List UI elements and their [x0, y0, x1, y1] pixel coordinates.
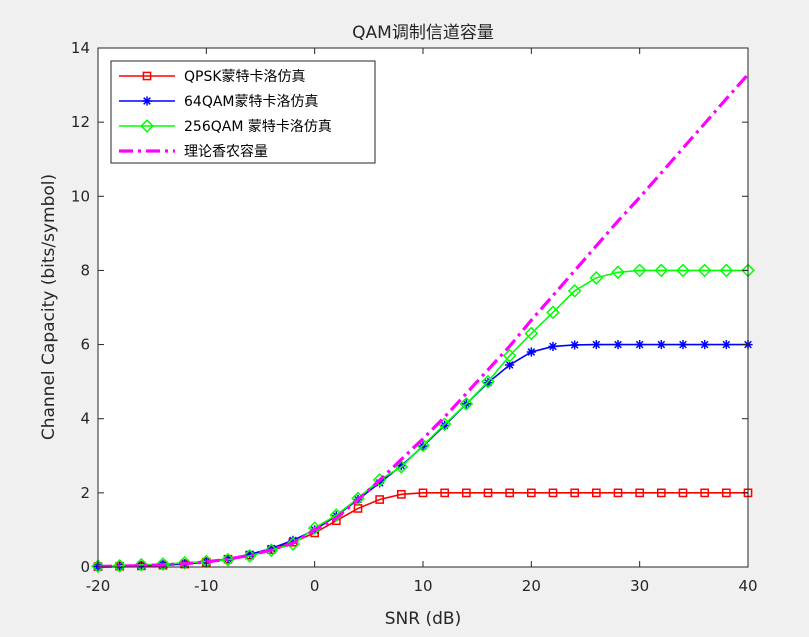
legend-item-0: QPSK蒙特卡洛仿真	[119, 69, 306, 85]
legend-marker-1	[142, 96, 152, 106]
data-point-0-29	[721, 488, 731, 498]
data-point-1-20	[526, 347, 536, 357]
data-point-2-22	[567, 283, 582, 298]
data-point-0-25	[635, 488, 645, 498]
y-tick-label-0: 0	[80, 558, 90, 576]
data-point-0-26	[656, 488, 666, 498]
data-point-0-16	[440, 488, 450, 498]
data-point-0-14	[396, 489, 406, 499]
legend-label-2: 256QAM 蒙特卡洛仿真	[184, 119, 332, 135]
data-point-1-21	[548, 341, 558, 352]
data-point-1-22	[570, 340, 580, 350]
data-point-2-26	[654, 263, 669, 278]
data-point-0-17	[461, 488, 471, 498]
legend-marker-0	[142, 71, 152, 81]
data-point-0-21	[548, 488, 558, 498]
data-point-2-28	[697, 263, 712, 278]
x-tick-label-3: 10	[413, 577, 432, 595]
data-point-2-19	[502, 348, 517, 363]
data-point-1-24	[613, 339, 623, 350]
data-point-0-19	[505, 488, 515, 498]
y-tick-label-5: 10	[71, 187, 90, 205]
chart-title: QAM调制信道容量	[352, 23, 494, 43]
y-tick-label-4: 8	[80, 261, 90, 279]
data-point-1-26	[656, 339, 666, 350]
data-point-1-23	[591, 339, 601, 350]
data-point-1-25	[635, 339, 645, 350]
data-point-0-13	[375, 495, 385, 504]
data-point-1-7	[245, 549, 255, 559]
x-tick-label-1: -10	[194, 577, 219, 595]
data-point-1-9	[288, 535, 298, 545]
y-tick-label-3: 6	[80, 336, 90, 354]
y-tick-label-6: 12	[71, 113, 90, 131]
legend-marker-2	[140, 119, 154, 133]
data-point-2-20	[524, 326, 539, 341]
data-point-2-27	[676, 263, 690, 278]
data-point-1-19	[505, 360, 515, 370]
legend-item-3: 理论香农容量	[119, 143, 268, 160]
x-tick-label-5: 30	[630, 577, 649, 595]
data-point-2-8	[264, 543, 279, 558]
data-point-0-23	[591, 488, 601, 498]
data-point-1-27	[678, 339, 688, 350]
legend-box	[110, 60, 376, 164]
data-point-2-23	[589, 270, 604, 285]
data-point-0-22	[570, 488, 580, 498]
data-point-0-27	[678, 488, 688, 498]
x-axis-label: SNR (dB)	[385, 609, 461, 629]
x-tick-label-4: 20	[522, 577, 541, 595]
y-tick-label-2: 4	[80, 410, 90, 428]
y-axis-label: Channel Capacity (bits/symbol)	[39, 174, 59, 440]
data-point-0-18	[483, 488, 493, 498]
data-point-2-17	[459, 397, 474, 411]
legend-item-2: 256QAM 蒙特卡洛仿真	[119, 119, 332, 135]
axes-layer: -20 -10 0 10 20 30 40 0 2 4 6 8 10 12 14	[71, 39, 758, 595]
data-point-0-15	[418, 488, 428, 498]
data-point-2-2	[134, 557, 149, 572]
legend-item-1: 64QAM蒙特卡洛仿真	[119, 94, 319, 110]
legend-label-0: QPSK蒙特卡洛仿真	[184, 69, 306, 85]
data-point-2-6	[221, 552, 235, 567]
data-point-2-29	[719, 263, 734, 278]
data-point-2-24	[611, 265, 625, 280]
data-point-1-13	[375, 478, 385, 488]
data-point-0-20	[526, 488, 536, 498]
data-point-2-25	[632, 263, 647, 278]
data-point-1-29	[721, 339, 731, 350]
data-point-2-18	[481, 374, 495, 389]
x-tick-label-0: -20	[86, 577, 111, 595]
data-point-2-3	[156, 557, 170, 571]
legend-label-3: 理论香农容量	[184, 143, 268, 160]
data-point-2-21	[546, 305, 560, 320]
y-tick-label-7: 14	[71, 39, 90, 57]
legend-label-1: 64QAM蒙特卡洛仿真	[184, 94, 319, 110]
data-point-1-28	[700, 339, 710, 350]
data-point-2-4	[177, 556, 192, 570]
x-tick-label-6: 40	[738, 577, 757, 595]
data-point-0-28	[700, 488, 710, 498]
x-tick-label-2: 0	[310, 577, 320, 595]
data-point-2-0	[91, 559, 105, 574]
data-point-0-24	[613, 488, 623, 498]
y-tick-label-1: 2	[80, 484, 90, 502]
data-point-2-1	[112, 559, 127, 573]
